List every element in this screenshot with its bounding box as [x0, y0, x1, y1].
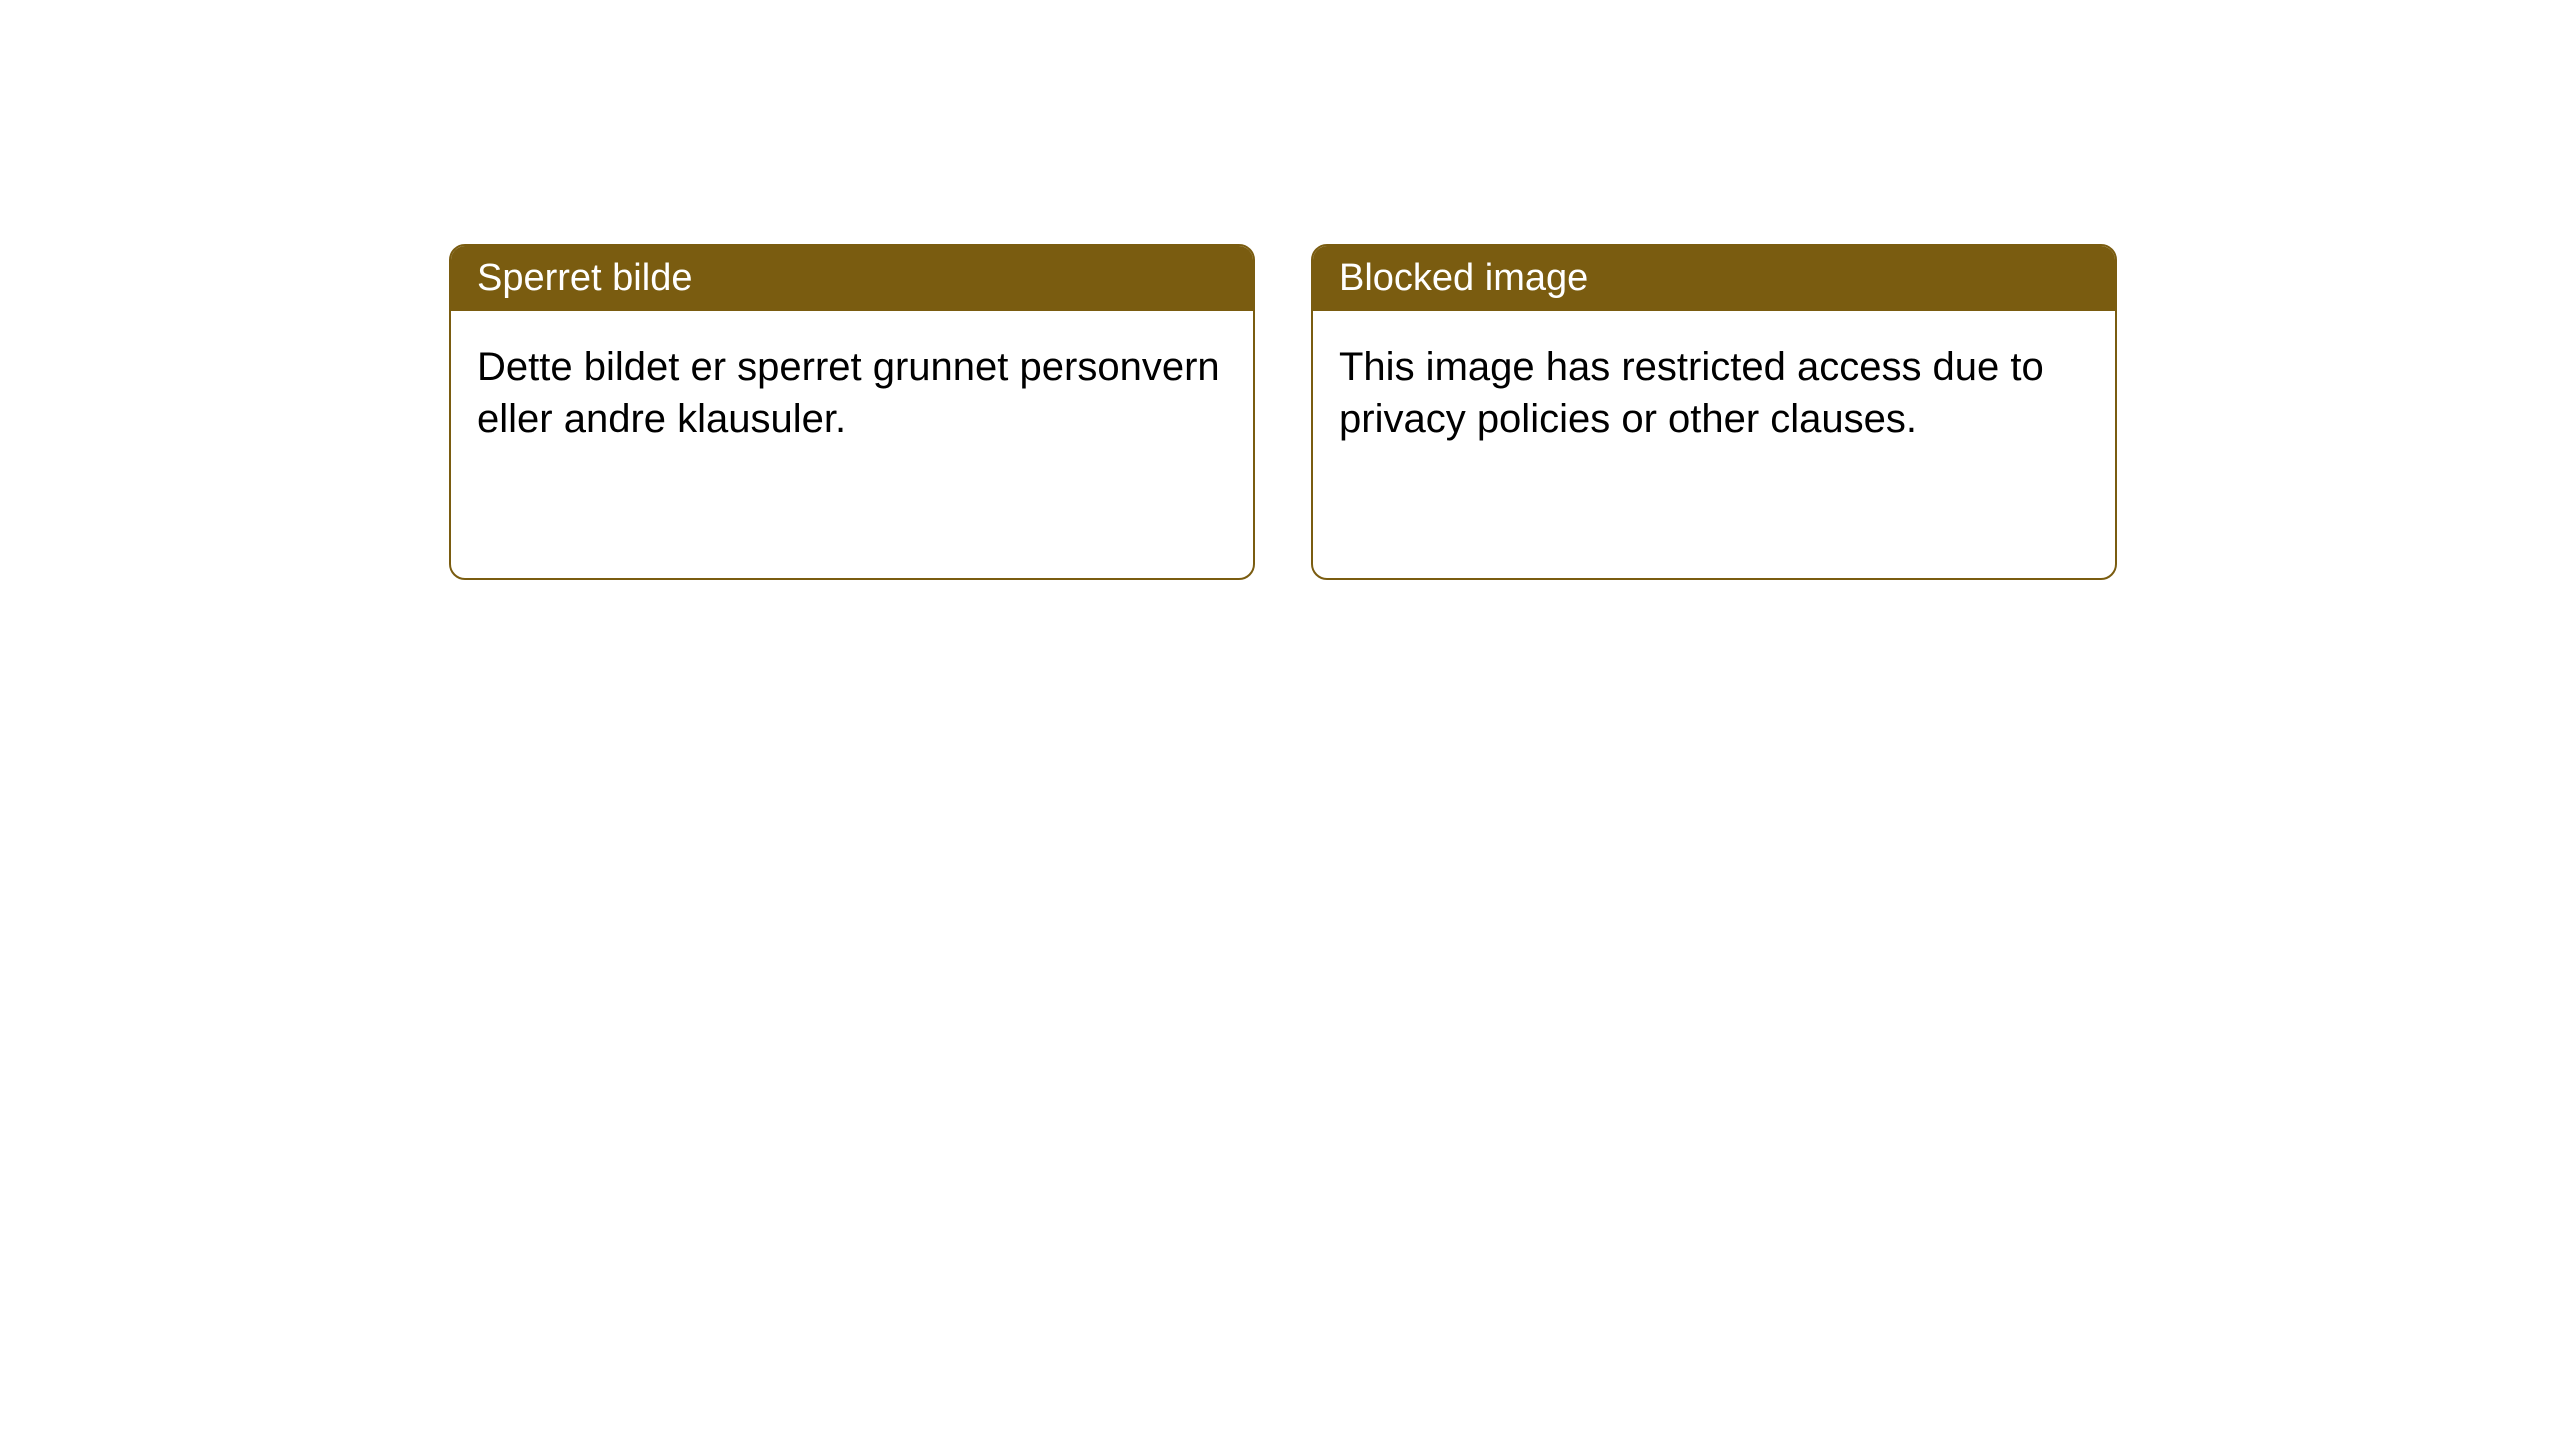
notice-header: Sperret bilde — [451, 246, 1253, 311]
notice-body: This image has restricted access due to … — [1313, 311, 2115, 475]
notice-body: Dette bildet er sperret grunnet personve… — [451, 311, 1253, 475]
notice-box-english: Blocked image This image has restricted … — [1311, 244, 2117, 580]
notice-title: Sperret bilde — [477, 257, 692, 299]
notice-container: Sperret bilde Dette bildet er sperret gr… — [449, 244, 2117, 580]
notice-title: Blocked image — [1339, 257, 1588, 299]
notice-text: Dette bildet er sperret grunnet personve… — [477, 345, 1220, 441]
notice-header: Blocked image — [1313, 246, 2115, 311]
notice-text: This image has restricted access due to … — [1339, 345, 2044, 441]
notice-box-norwegian: Sperret bilde Dette bildet er sperret gr… — [449, 244, 1255, 580]
